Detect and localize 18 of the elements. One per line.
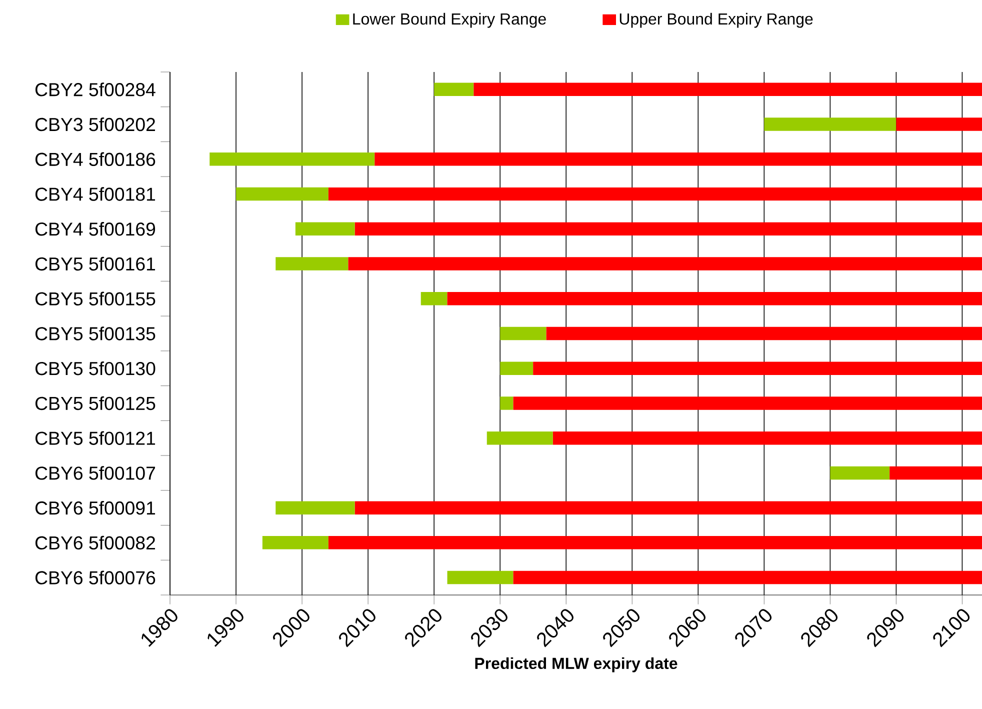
y-tick-label: CBY4 5f00181 bbox=[35, 187, 156, 201]
x-axis-title: Predicted MLW expiry date bbox=[475, 657, 678, 672]
y-tick-label: CBY5 5f00125 bbox=[35, 396, 156, 410]
y-tick-label: CBY4 5f00169 bbox=[35, 222, 156, 236]
y-tick-label: CBY6 5f00107 bbox=[35, 466, 155, 480]
y-tick-label: CBY5 5f00135 bbox=[35, 326, 156, 340]
y-tick-label: CBY2 5f00284 bbox=[35, 82, 156, 96]
legend-label: Lower Bound Expiry Range bbox=[353, 12, 546, 28]
y-tick-label: CBY4 5f00186 bbox=[35, 152, 156, 166]
y-tick-label: CBY5 5f00155 bbox=[35, 292, 156, 306]
y-tick-label: CBY6 5f00091 bbox=[35, 500, 156, 515]
y-tick-label: CBY6 5f00076 bbox=[35, 570, 156, 584]
legend-label: Upper Bound Expiry Range bbox=[620, 12, 813, 28]
y-tick-label: CBY3 5f00202 bbox=[35, 117, 155, 132]
y-tick-label: CBY5 5f00130 bbox=[35, 362, 156, 376]
y-tick-label: CBY5 5f00161 bbox=[35, 256, 156, 271]
y-tick-label: CBY5 5f00121 bbox=[35, 431, 156, 445]
y-tick-label: CBY6 5f00082 bbox=[35, 536, 155, 550]
